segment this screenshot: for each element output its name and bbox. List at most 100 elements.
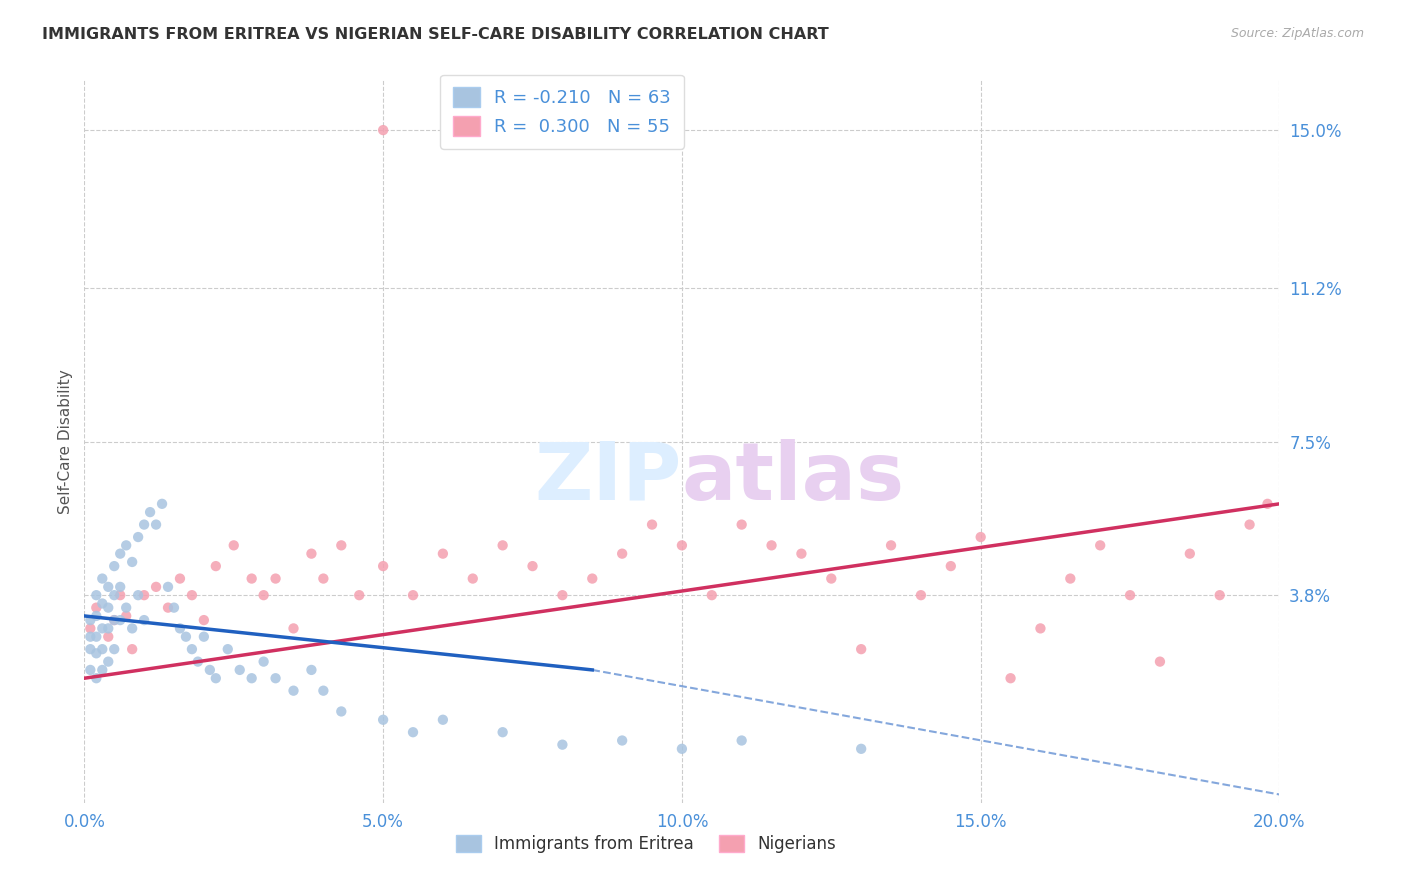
Point [86,600,108,615]
Point [641,517,664,532]
Point [110,547,132,561]
Point [551,588,574,602]
Point [240,671,263,685]
Point [121,642,143,657]
Point [132,613,156,627]
Text: Source: ZipAtlas.com: Source: ZipAtlas.com [1230,27,1364,40]
Point [222,538,245,552]
Point [790,547,813,561]
Point [110,613,132,627]
Legend: Immigrants from Eritrea, Nigerians: Immigrants from Eritrea, Nigerians [450,828,842,860]
Point [253,588,276,602]
Point [86,646,108,660]
Point [132,517,156,532]
Point [103,642,125,657]
Point [121,555,143,569]
Point [349,588,371,602]
Point [264,572,287,586]
Point [910,588,932,602]
Point [1239,517,1261,532]
Point [193,613,215,627]
Point [103,613,125,627]
Point [91,621,114,635]
Point [169,621,191,635]
Point [115,538,138,552]
Point [402,588,425,602]
Point [671,741,693,756]
Point [301,547,323,561]
Point [86,588,108,602]
Point [1209,588,1232,602]
Point [373,123,395,137]
Point [761,538,783,552]
Point [145,580,167,594]
Point [1149,655,1171,669]
Point [91,572,114,586]
Point [1059,572,1081,586]
Point [86,609,108,624]
Point [283,683,305,698]
Point [373,559,395,574]
Point [312,572,335,586]
Point [731,517,754,532]
Point [330,538,353,552]
Point [1029,621,1052,635]
Text: atlas: atlas [682,439,905,516]
Point [851,741,873,756]
Point [240,572,263,586]
Point [205,559,228,574]
Point [86,630,108,644]
Point [97,630,120,644]
Point [97,600,120,615]
Point [103,588,125,602]
Point [301,663,323,677]
Point [228,663,252,677]
Point [492,538,515,552]
Point [1257,497,1279,511]
Point [330,705,353,719]
Point [283,621,305,635]
Point [1119,588,1142,602]
Point [145,517,167,532]
Point [205,671,228,685]
Point [551,738,574,752]
Point [731,733,754,747]
Point [187,655,209,669]
Point [461,572,484,586]
Point [127,530,149,544]
Point [91,642,114,657]
Point [110,588,132,602]
Point [127,588,149,602]
Point [97,655,120,669]
Point [115,609,138,624]
Point [163,600,186,615]
Text: IMMIGRANTS FROM ERITREA VS NIGERIAN SELF-CARE DISABILITY CORRELATION CHART: IMMIGRANTS FROM ERITREA VS NIGERIAN SELF… [42,27,830,42]
Point [97,621,120,635]
Point [132,588,156,602]
Point [939,559,962,574]
Point [181,642,204,657]
Point [253,655,276,669]
Point [522,559,544,574]
Point [121,621,143,635]
Point [110,580,132,594]
Point [79,621,101,635]
Point [198,663,221,677]
Point [402,725,425,739]
Point [1000,671,1022,685]
Point [79,642,101,657]
Point [103,613,125,627]
Point [139,505,162,519]
Point [264,671,287,685]
Point [373,713,395,727]
Point [157,580,180,594]
Point [193,630,215,644]
Point [1178,547,1201,561]
Point [492,725,515,739]
Point [432,713,454,727]
Point [217,642,239,657]
Point [97,580,120,594]
Point [86,671,108,685]
Point [174,630,197,644]
Point [612,733,634,747]
